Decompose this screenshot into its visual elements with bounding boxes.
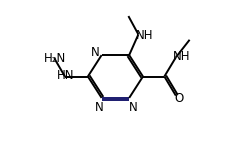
Text: N: N xyxy=(129,101,137,114)
Text: NH: NH xyxy=(136,30,153,42)
Text: N: N xyxy=(95,101,104,114)
Text: O: O xyxy=(174,92,183,105)
Text: HN: HN xyxy=(57,69,74,82)
Text: N: N xyxy=(90,46,99,59)
Text: NH: NH xyxy=(173,50,191,63)
Text: H₂N: H₂N xyxy=(44,52,66,65)
